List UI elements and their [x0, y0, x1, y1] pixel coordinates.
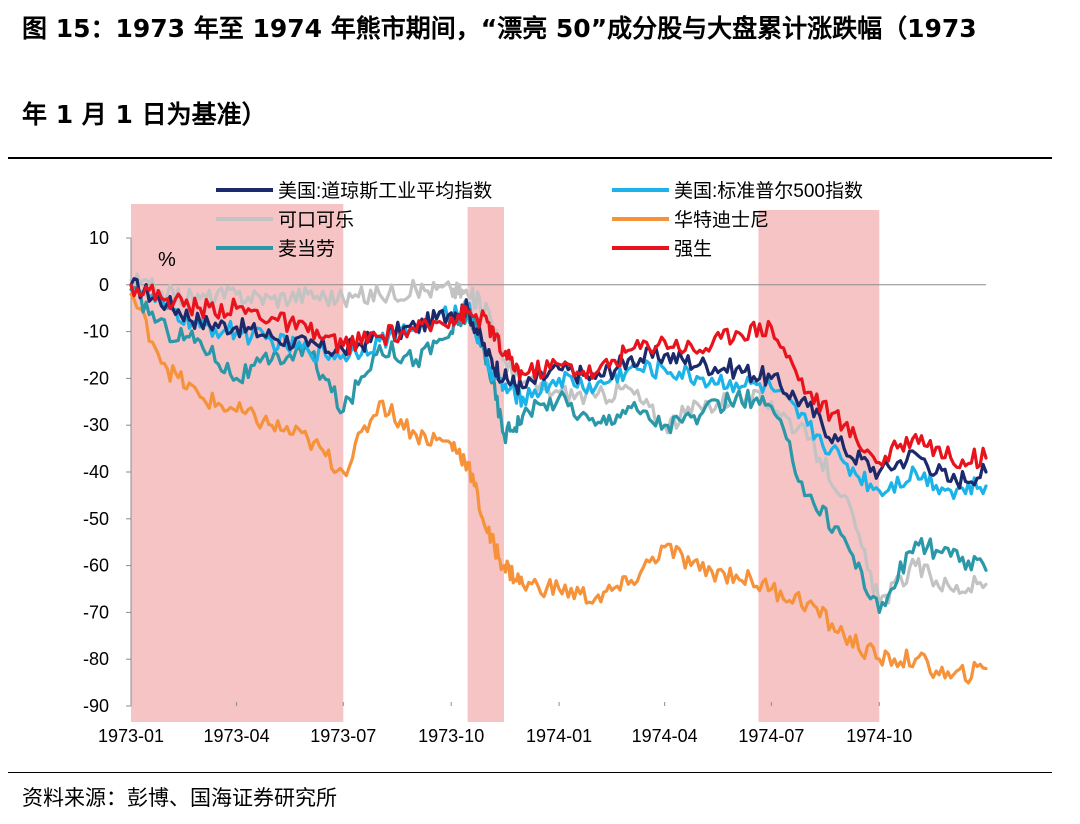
shaded-period	[131, 204, 344, 722]
y-tick-label: -10	[83, 322, 109, 342]
legend-label: 麦当劳	[278, 238, 335, 260]
series-line	[129, 277, 988, 490]
y-axis-unit-label: %	[158, 249, 176, 271]
x-tick-label: 1974-10	[846, 726, 912, 746]
series-line	[129, 283, 988, 470]
x-tick-label: 1973-07	[310, 726, 376, 746]
series-line	[129, 283, 988, 500]
line-chart: 100-10-20-30-40-50-60-70-80-90 1973-01 19…	[83, 180, 988, 746]
bottom-rule	[8, 772, 1052, 773]
top-rule	[8, 157, 1052, 159]
shaded-periods	[131, 204, 880, 722]
y-tick-label: -90	[83, 696, 109, 716]
legend-label: 可口可乐	[278, 209, 354, 231]
source-note: 资料来源：彭博、国海证券研究所	[22, 786, 337, 810]
legend-label: 美国:道琼斯工业平均指数	[278, 180, 492, 202]
y-tick-label: -70	[83, 602, 109, 622]
y-tick-label: -20	[83, 368, 109, 388]
figure-title-line2: 年 1 月 1 日为基准）	[22, 100, 267, 129]
x-tick-label: 1974-04	[632, 726, 698, 746]
y-axis: 10 0 -10 -20 -30 -40 -50 -60 -70 -80 -90	[83, 228, 986, 716]
legend-label: 华特迪士尼	[674, 209, 769, 231]
shaded-period	[467, 207, 504, 722]
y-tick-label: -80	[83, 649, 109, 669]
series-line	[129, 272, 988, 605]
series-lines	[129, 272, 988, 685]
y-tick-label: 0	[99, 275, 109, 295]
series-line	[129, 285, 988, 614]
series-line	[129, 292, 988, 685]
legend-label: 强生	[674, 238, 712, 260]
x-tick-label: 1973-04	[204, 726, 270, 746]
figure-title-line1: 图 15：1973 年至 1974 年熊市期间，“漂亮 50”成分股与大盘累计涨…	[22, 14, 977, 43]
y-tick-label: -30	[83, 415, 109, 435]
x-tick-label: 1973-01	[98, 726, 164, 746]
x-tick-label: 1973-10	[418, 726, 484, 746]
shaded-period	[758, 210, 880, 722]
x-axis: 1973-01 1973-04 1973-07 1973-10 1974-01 1974-…	[98, 702, 912, 746]
y-tick-label: 10	[89, 228, 109, 248]
y-tick-label: -40	[83, 462, 109, 482]
x-tick-label: 1974-07	[738, 726, 804, 746]
x-tick-label: 1974-01	[526, 726, 592, 746]
legend-label: 美国:标准普尔500指数	[674, 180, 863, 202]
y-tick-label: -50	[83, 509, 109, 529]
y-tick-label: -60	[83, 556, 109, 576]
